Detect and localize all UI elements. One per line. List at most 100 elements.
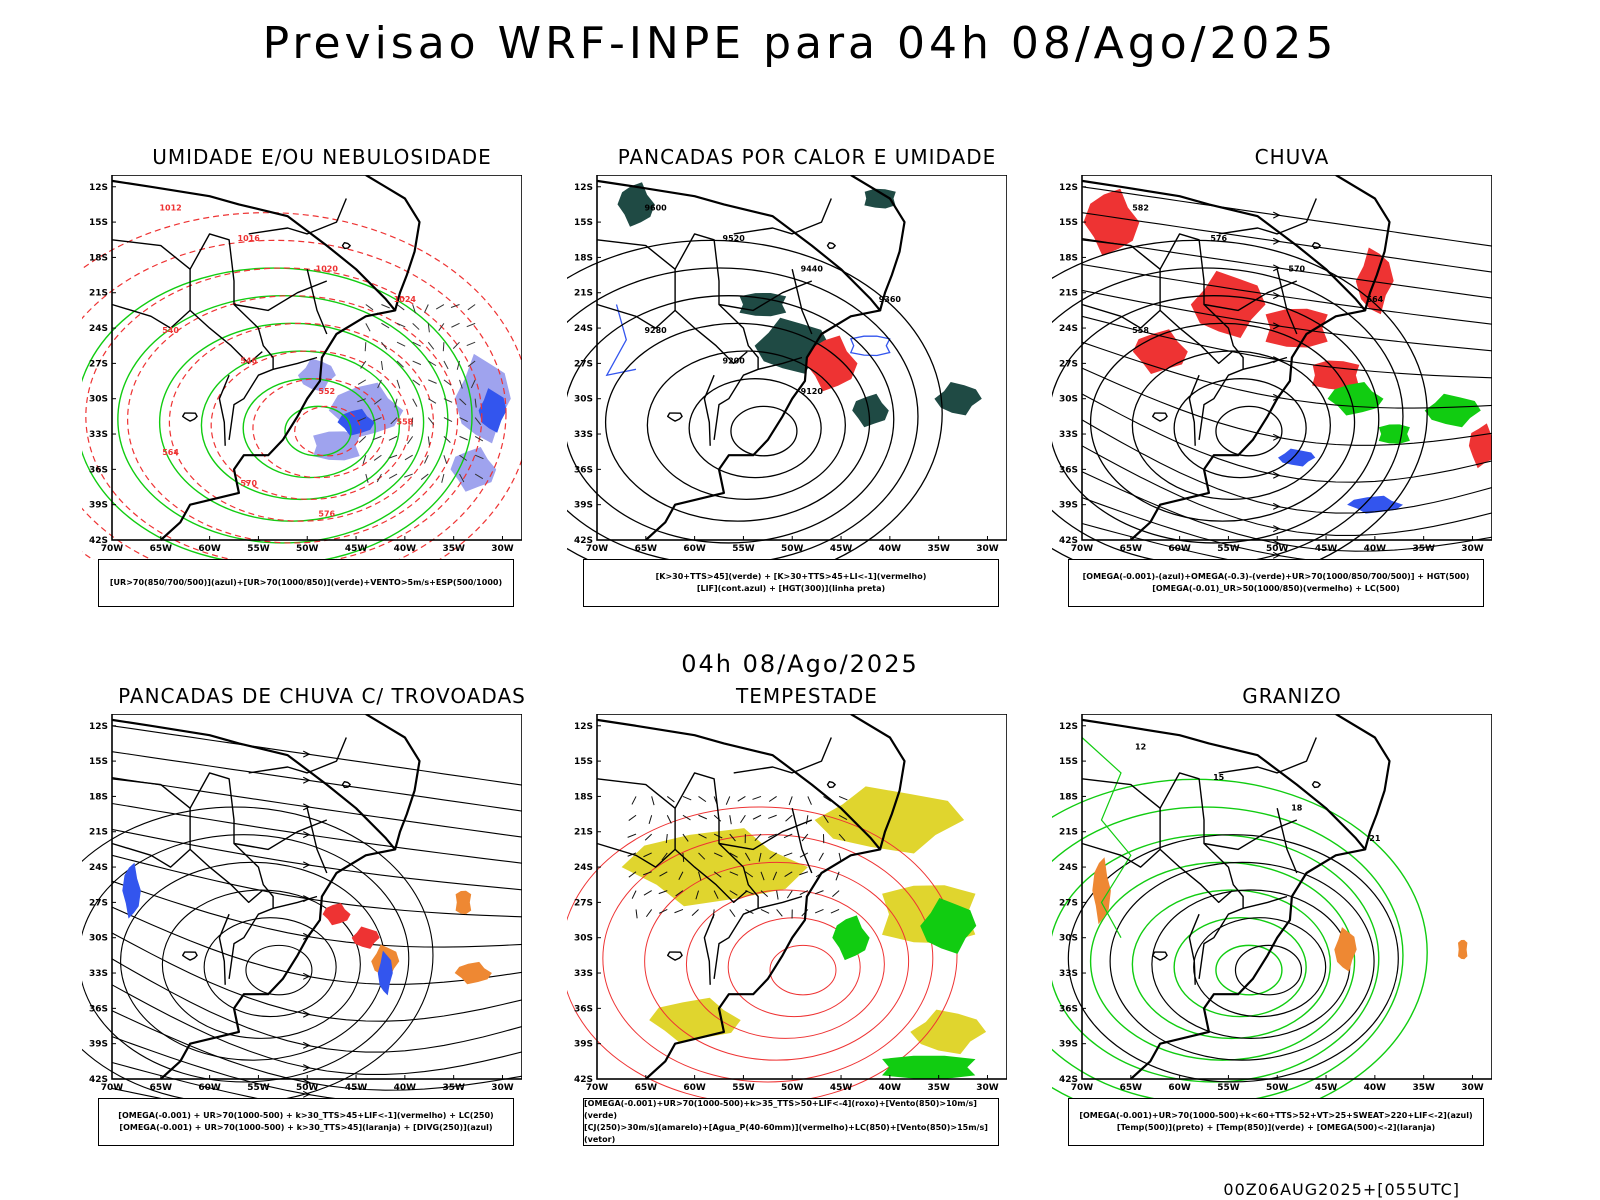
lon-tick-label: 35W bbox=[442, 544, 465, 554]
lat-tick-label: 18S bbox=[574, 253, 593, 263]
streamline-arrow bbox=[302, 1064, 311, 1072]
lat-tick-label: 18S bbox=[89, 792, 108, 802]
legend-line: [OMEGA(-0.01)_UR>50(1000/850)(vermelho) … bbox=[1152, 584, 1400, 593]
panel-legend: [K>30+TTS>45](verde) + [K>30+TTS>45+LI<-… bbox=[583, 559, 999, 607]
streamline-arrow bbox=[302, 861, 311, 869]
lat-tick-label: 24S bbox=[1059, 324, 1078, 334]
border-line bbox=[233, 280, 328, 312]
border-line bbox=[233, 819, 328, 851]
omega500-area bbox=[1092, 857, 1468, 972]
legend-line: [OMEGA(-0.001)+UR>70(1000-500)+k>35_TTS>… bbox=[584, 1099, 977, 1120]
temp500-contour-ring bbox=[1193, 917, 1327, 1018]
wind-vector bbox=[786, 890, 793, 899]
wind-vector bbox=[357, 398, 366, 403]
wind-vector bbox=[411, 417, 414, 427]
wind-vector bbox=[744, 852, 751, 861]
rain-red-area-area bbox=[1083, 188, 1140, 256]
border-line bbox=[1188, 913, 1200, 985]
thickness-contour-ring bbox=[168, 322, 434, 522]
wind-vector bbox=[814, 890, 824, 895]
coastline bbox=[596, 718, 882, 1080]
lon-tick-label: 60W bbox=[1168, 1083, 1191, 1093]
wind-vector bbox=[713, 871, 722, 878]
lat-tick-label: 39S bbox=[89, 1040, 108, 1050]
wind-vector bbox=[627, 833, 637, 838]
streamline bbox=[1081, 238, 1492, 299]
streamline bbox=[1081, 289, 1492, 352]
wind-vector bbox=[832, 890, 840, 897]
base-map bbox=[596, 175, 906, 541]
streamline-arrow bbox=[1272, 292, 1281, 300]
humidity-core-area bbox=[478, 388, 507, 433]
wind-vector bbox=[760, 871, 765, 881]
lon-tick-label: 50W bbox=[1266, 1083, 1289, 1093]
humidity-high-area bbox=[450, 447, 497, 492]
wind-vector bbox=[659, 871, 668, 877]
run-info: 00Z06AUG2025+[055UTC] bbox=[1223, 1180, 1460, 1199]
wind-vector bbox=[713, 833, 723, 839]
lat-tick-label: 42S bbox=[1059, 1075, 1078, 1085]
lon-tick-label: 60W bbox=[683, 544, 706, 554]
humidity-core-area bbox=[337, 408, 375, 436]
lat-tick-label: 33S bbox=[574, 969, 593, 979]
lat-tick-label: 24S bbox=[574, 324, 593, 334]
panel-trovoadas: PANCADAS DE CHUVA C/ TROVOADAS 12S 15S 18S… bbox=[82, 684, 562, 1164]
wind-vector bbox=[818, 852, 824, 861]
lon-tick-label: 65W bbox=[150, 544, 173, 554]
lon-tick-label: 55W bbox=[732, 1083, 755, 1093]
map-chuva: 582 576 570 564 558 12S 15S 18S 21S 24S 27S 30S 33S 3… bbox=[1052, 175, 1492, 560]
lat-tick-label: 27S bbox=[574, 898, 593, 908]
wind-vector bbox=[380, 360, 384, 370]
streamline-arrow bbox=[1272, 502, 1281, 510]
wind-vector bbox=[365, 304, 374, 311]
streamline-arrow bbox=[1272, 264, 1281, 272]
border-line bbox=[1203, 819, 1298, 851]
lake bbox=[1152, 951, 1168, 961]
coastline bbox=[111, 179, 397, 541]
coastline bbox=[1081, 179, 1367, 541]
wind-vector bbox=[374, 398, 382, 405]
wind-vector bbox=[713, 814, 722, 822]
jet-stream-area bbox=[621, 786, 987, 1055]
contour-label: 21 bbox=[1369, 834, 1381, 843]
streamline-arrow bbox=[302, 750, 311, 758]
hgt-contour bbox=[567, 239, 943, 560]
lat-tick-label: 24S bbox=[1059, 863, 1078, 873]
border-line bbox=[1159, 808, 1233, 904]
contour-labels: 582 576 570 564 558 bbox=[1132, 203, 1383, 334]
lake bbox=[826, 781, 836, 789]
wind-vectors bbox=[357, 304, 484, 483]
streamline bbox=[1081, 186, 1492, 247]
wind-vector bbox=[474, 435, 484, 442]
streamline-arrow bbox=[302, 1090, 311, 1098]
lat-tick-label: 42S bbox=[89, 1075, 108, 1085]
lc250-contour-ring bbox=[82, 834, 410, 1083]
base-map bbox=[1081, 175, 1391, 541]
base-map bbox=[1081, 714, 1391, 1080]
lc250-contour-ring bbox=[161, 889, 361, 1039]
streamline bbox=[111, 802, 522, 864]
lon-tick-label: 45W bbox=[345, 1083, 368, 1093]
wind-vector bbox=[381, 341, 388, 350]
wind-vector bbox=[412, 379, 421, 386]
wind-vector bbox=[776, 890, 779, 900]
wind850-area-area bbox=[920, 898, 977, 954]
streamline-arrow bbox=[302, 972, 311, 980]
wind-vector bbox=[682, 833, 689, 842]
lat-tick-label: 30S bbox=[89, 395, 108, 405]
lon-tick-label: 65W bbox=[1120, 544, 1143, 554]
lat-tick-label: 42S bbox=[574, 1075, 593, 1085]
wind850-area-area bbox=[882, 1055, 976, 1079]
wind-vector bbox=[428, 360, 437, 367]
border-line bbox=[1081, 303, 1161, 329]
streamline bbox=[1081, 212, 1492, 273]
contour-label: 546 bbox=[240, 356, 257, 365]
lif-line bbox=[849, 335, 891, 357]
legend-line: [OMEGA(-0.001) + UR>70(1000-500) + k>30_… bbox=[119, 1123, 493, 1132]
temp500-contour-ring bbox=[1067, 834, 1399, 1083]
wind-vector bbox=[776, 909, 783, 917]
coastline bbox=[850, 175, 906, 311]
map-granizo: 12 15 18 21 12S 15S 18S 21S 24S 27S 30S 33S 36S 39S 42… bbox=[1052, 714, 1492, 1099]
